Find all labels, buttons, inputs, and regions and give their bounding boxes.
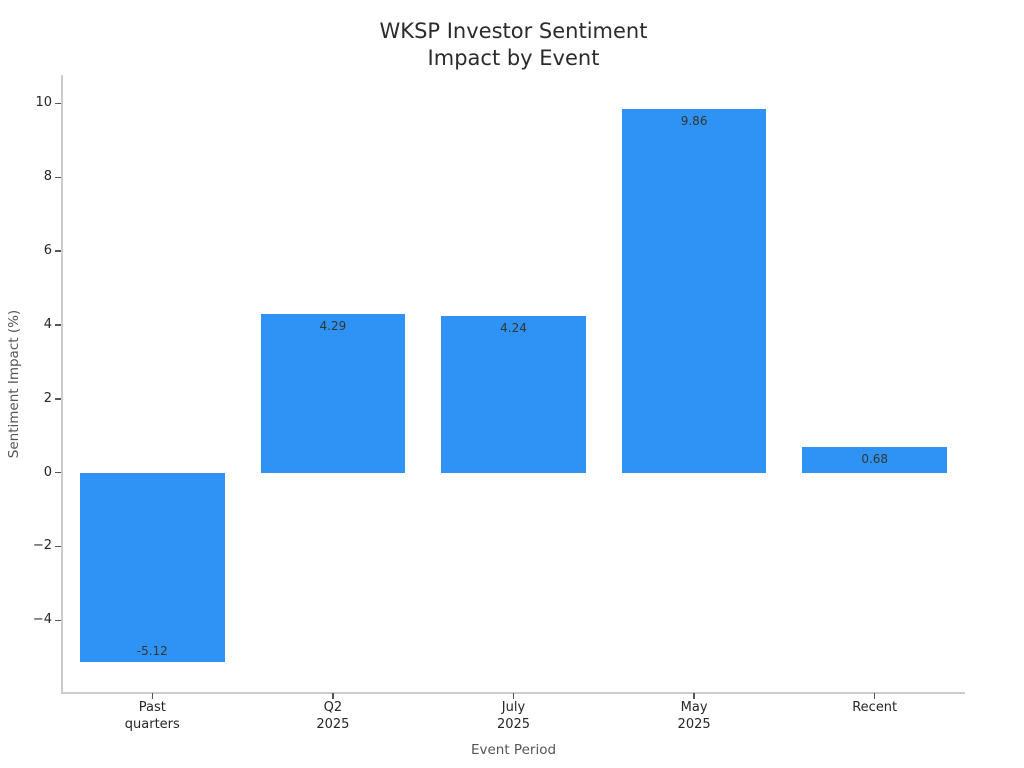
y-tick: [55, 176, 61, 178]
y-tick-label: −4: [32, 612, 52, 628]
bar: [260, 314, 406, 473]
bar: [441, 316, 586, 473]
x-tick-label: Q2 2025: [316, 700, 350, 732]
y-tick-label: 0: [43, 464, 52, 480]
y-tick: [55, 398, 61, 400]
x-tick: [512, 693, 515, 699]
y-tick: [55, 545, 61, 548]
y-tick-label: 8: [43, 169, 52, 185]
x-tick: [693, 693, 695, 699]
x-tick: [151, 693, 154, 699]
y-tick-label: 4: [43, 316, 52, 332]
x-tick-label: May 2025: [677, 700, 711, 732]
y-axis-label: Sentiment Impact (%): [6, 309, 22, 459]
x-tick: [873, 693, 876, 699]
y-tick-label: −2: [32, 538, 52, 554]
bar-value-label: 4.24: [500, 321, 527, 336]
y-tick: [55, 102, 61, 105]
y-tick-label: 10: [35, 95, 52, 111]
bar-value-label: 4.29: [319, 319, 347, 334]
x-tick-label: Past quarters: [124, 700, 180, 732]
y-tick-label: 6: [43, 243, 52, 259]
bar-value-label: 0.68: [861, 452, 889, 467]
y-tick: [55, 619, 61, 622]
y-tick: [55, 324, 61, 326]
bar: [802, 447, 947, 473]
bar-value-label: -5.12: [136, 643, 168, 658]
y-tick-label: 2: [43, 390, 52, 406]
y-tick: [55, 471, 61, 474]
bar: [80, 472, 225, 662]
x-tick: [332, 693, 334, 699]
x-tick-label: July 2025: [496, 700, 531, 732]
bar-value-label: 9.86: [680, 113, 708, 128]
y-tick: [55, 250, 61, 252]
bar: [621, 108, 767, 473]
x-axis-label: Event Period: [470, 742, 557, 758]
plot-area: −4 −2 0 2 4 6 8 10 -5.12 Past quarters 4.29 Q2 2025…: [33, 75, 965, 732]
y-axis-spine: [61, 75, 63, 693]
x-tick-label: Recent: [852, 700, 898, 715]
chart-title: WKSP Investor Sentiment Impact by Event: [379, 19, 648, 70]
